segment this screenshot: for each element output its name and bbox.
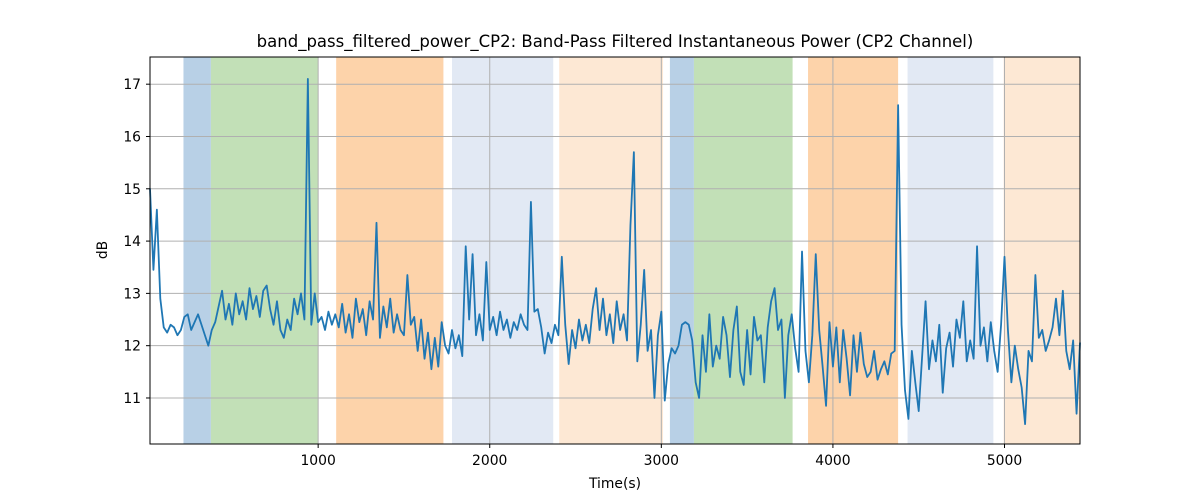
y-tick-label-17: 17 [123,77,141,93]
x-tick-label-1000: 1000 [300,453,335,469]
band-green-1 [210,57,319,444]
band-lightblue-2 [907,57,994,444]
band-green-2 [693,57,793,444]
band-orange-2 [808,57,899,444]
band-blue-1 [183,57,211,444]
y-tick-label-15: 15 [123,182,141,198]
y-tick-label-11: 11 [123,391,141,407]
y-tick-label-12: 12 [123,339,141,355]
chart-title: band_pass_filtered_power_CP2: Band-Pass … [257,32,974,52]
y-tick-label-16: 16 [123,129,141,145]
x-axis-label: Time(s) [588,476,641,492]
band-orange-1 [336,57,444,444]
y-tick-label-13: 13 [123,286,141,302]
x-tick-label-5000: 5000 [987,453,1022,469]
y-tick-label-14: 14 [123,234,141,250]
x-tick-label-2000: 2000 [472,453,507,469]
series-line-band_pass_filtered_power_CP2 [149,78,1081,426]
x-tick-label-3000: 3000 [644,453,679,469]
band-lightorange-2 [1003,57,1080,444]
x-tick-label-4000: 4000 [815,453,850,469]
band-lightorange-1 [559,57,664,444]
axes-frame [149,56,1081,445]
y-axis-label: dB [95,241,111,259]
band-lightblue-1 [451,57,554,444]
band-blue-2 [669,57,694,444]
